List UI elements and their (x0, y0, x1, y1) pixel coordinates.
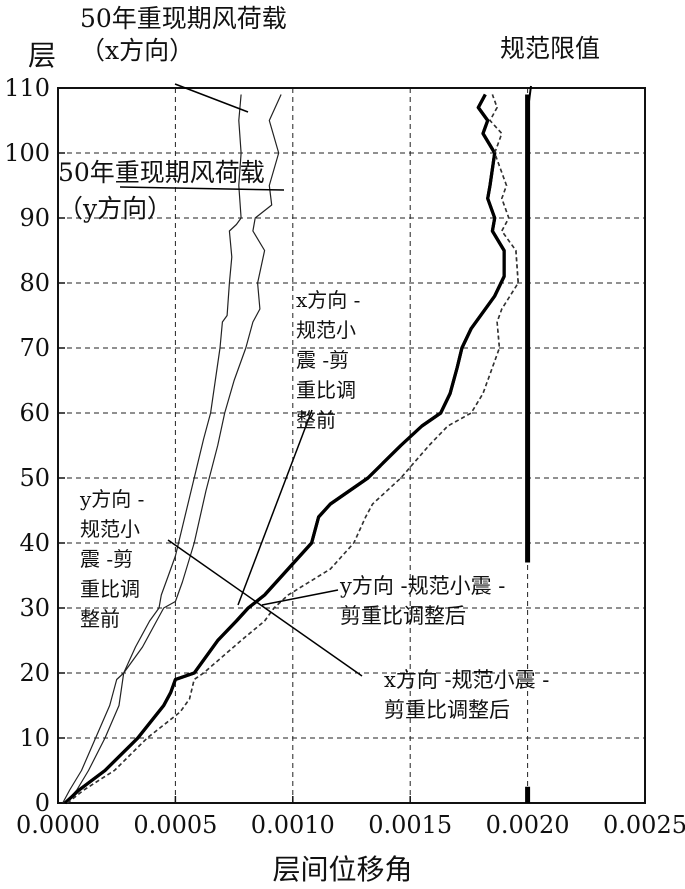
y-tick-label: 100 (4, 139, 50, 167)
y-tick-label: 30 (19, 594, 50, 622)
annotation-x-before-line: 规范小 (296, 318, 356, 342)
y-tick-label: 90 (19, 204, 50, 232)
annotation-leader-line (119, 186, 285, 191)
x-tick-label: 0.0025 (603, 811, 685, 839)
annotation-leader-line (237, 409, 313, 606)
y-tick-label: 10 (19, 724, 50, 752)
x-tick-label: 0.0015 (368, 811, 452, 839)
x-tick-label: 0.0020 (486, 811, 570, 839)
annotation-x-after-line2: 剪重比调整后 (384, 698, 510, 722)
y-tick-label: 40 (19, 529, 50, 557)
y-tick-label: 0 (35, 789, 50, 817)
annotation-wind-x-line2: （x方向） (80, 36, 195, 65)
y-tick-label: 60 (19, 399, 50, 427)
annotation-y-before-line: 规范小 (80, 517, 140, 541)
annotation-leader-line (261, 589, 339, 606)
annotation-x-before-line: x方向 - (296, 288, 361, 312)
limit-label: 规范限值 (500, 34, 601, 63)
annotation-x-before-line: 震 -剪 (296, 348, 350, 372)
series-line-6 (66, 94, 519, 804)
y-tick-label: 110 (4, 74, 50, 102)
annotation-wind-y-line2: （y方向） (58, 194, 173, 223)
limit-leader-line (526, 85, 532, 113)
annotation-y-before-line: 震 -剪 (80, 547, 134, 571)
annotation-x-after-line1: x方向 -规范小震 - (384, 668, 550, 692)
annotation-wind-x-line1: 50年重现期风荷载 (80, 4, 287, 33)
y-tick-label: 50 (19, 464, 50, 492)
annotation-x-before-line: 重比调 (296, 378, 356, 402)
annotation-wind-y-line1: 50年重现期风荷载 (58, 158, 265, 187)
annotation-y-after-line1: y方向 -规范小震 - (340, 574, 506, 598)
x-axis-label: 层间位移角 (272, 853, 413, 886)
y-tick-label: 20 (19, 659, 50, 687)
annotation-y-before-line: 重比调 (80, 577, 140, 601)
x-tick-label: 0.0010 (251, 811, 335, 839)
x-tick-label: 0.0005 (133, 811, 217, 839)
plot-frame (57, 87, 646, 804)
series-line-1 (62, 94, 242, 804)
series-line-2 (64, 94, 282, 804)
annotation-y-before-line: 整前 (80, 607, 120, 631)
annotation-y-before-line: y方向 - (80, 487, 145, 511)
y-tick-label: 80 (19, 269, 50, 297)
series-line-5 (63, 93, 506, 805)
annotation-y-before: y方向 - 规范小 震 -剪 重比调 整前 (80, 484, 144, 634)
annotation-x-before-line: 整前 (296, 408, 336, 432)
annotation-leader-line (174, 83, 249, 113)
annotation-x-before: x方向 - 规范小 震 -剪 重比调 整前 (296, 285, 360, 435)
annotation-leader-line (167, 539, 363, 677)
x-tick-label: 0.0000 (16, 811, 100, 839)
y-axis-label: 层 (28, 39, 57, 72)
annotation-y-after-line2: 剪重比调整后 (340, 604, 466, 628)
y-tick-label: 70 (19, 334, 50, 362)
